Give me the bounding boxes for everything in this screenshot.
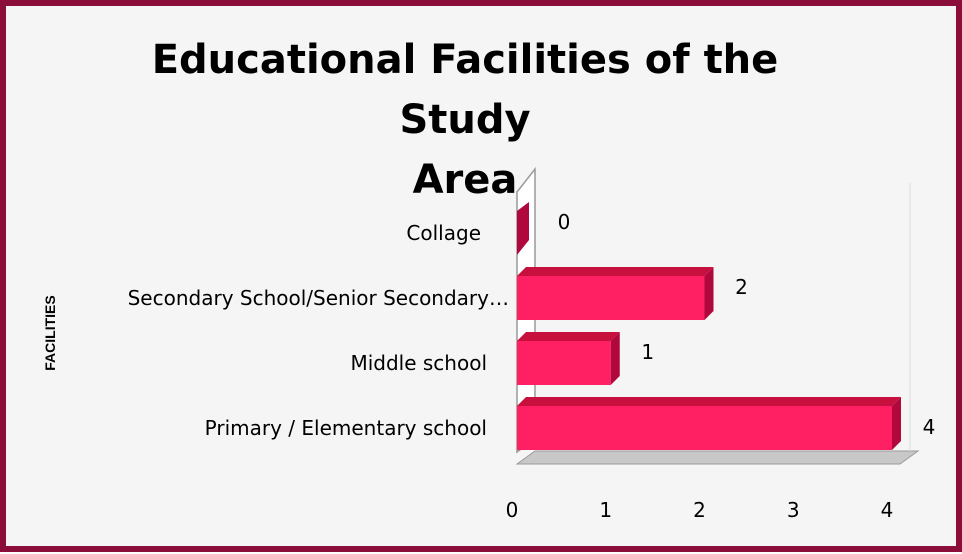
bar <box>517 341 611 385</box>
x-tick-label: 3 <box>787 498 800 522</box>
data-label: 2 <box>735 275 748 299</box>
x-tick-label: 1 <box>599 498 612 522</box>
floor <box>515 450 920 465</box>
bar <box>517 406 892 450</box>
chart-title-line-2: Area <box>412 157 518 203</box>
chart-title-line-1: Educational Facilities of the Study <box>151 37 779 143</box>
bar-side-face <box>704 267 714 320</box>
bar <box>517 276 705 320</box>
chart-title: Educational Facilities of the Study Area <box>100 30 830 210</box>
bar <box>517 202 529 255</box>
x-tick-label: 2 <box>693 498 706 522</box>
data-label: 0 <box>558 210 571 234</box>
data-label: 1 <box>641 340 654 364</box>
x-tick-label: 4 <box>881 498 894 522</box>
category-label: Middle school <box>350 351 487 375</box>
data-label: 4 <box>923 415 936 439</box>
bar-top-face <box>517 267 714 276</box>
bar-side-face <box>892 397 901 450</box>
bar-side-face <box>610 332 620 385</box>
x-tick-label: 0 <box>506 498 519 522</box>
bar-top-face <box>517 397 901 406</box>
category-label: Secondary School/Senior Secondary… <box>128 286 509 310</box>
bar-top-face <box>517 332 620 341</box>
category-label: Collage <box>406 221 481 245</box>
category-label: Primary / Elementary school <box>205 416 487 440</box>
